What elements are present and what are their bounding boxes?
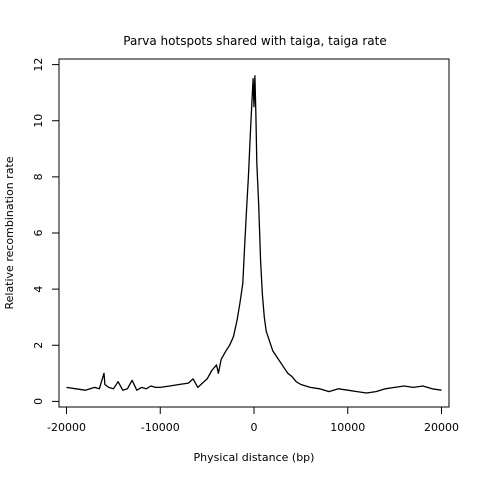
y-tick-label: 0 (32, 398, 45, 405)
plot-frame (58, 58, 450, 408)
series-line (66, 75, 442, 394)
y-axis: 0 2 4 6 8 10 12 (32, 58, 60, 405)
series-layer (66, 75, 442, 394)
x-tick-label: -20000 (47, 421, 86, 434)
chart-title: Parva hotspots shared with taiga, taiga … (123, 34, 386, 48)
x-axis: -20000 -10000 0 10000 20000 (47, 406, 459, 434)
y-tick-label: 8 (32, 173, 45, 180)
y-tick-label: 10 (32, 114, 45, 128)
x-axis-title: Physical distance (bp) (194, 451, 315, 464)
y-tick-label: 2 (32, 342, 45, 349)
x-tick-label: 10000 (330, 421, 365, 434)
x-tick-label: -10000 (141, 421, 180, 434)
y-axis-title: Relative recombination rate (3, 156, 16, 309)
x-tick-label: 20000 (424, 421, 459, 434)
y-tick-label: 12 (32, 58, 45, 72)
y-tick-label: 6 (32, 230, 45, 237)
y-tick-label: 4 (32, 286, 45, 293)
x-tick-label: 0 (251, 421, 258, 434)
